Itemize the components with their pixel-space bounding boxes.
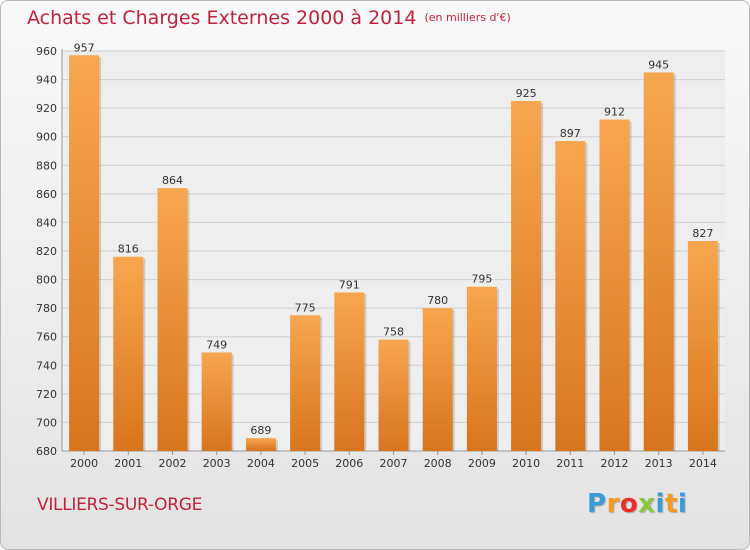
x-tick-label: 2009 <box>468 457 496 470</box>
bar <box>69 55 100 452</box>
x-tick-label: 2010 <box>512 457 540 470</box>
y-tick-label: 960 <box>36 45 57 58</box>
x-tick-label: 2001 <box>114 457 142 470</box>
y-tick-label: 720 <box>36 388 57 401</box>
x-tick-label: 2004 <box>247 457 275 470</box>
y-tick-label: 820 <box>36 245 57 258</box>
value-label: 791 <box>339 278 360 291</box>
x-tick-label: 2000 <box>70 457 98 470</box>
bar <box>466 286 497 451</box>
y-tick-label: 900 <box>36 131 57 144</box>
y-tick-label: 840 <box>36 216 57 229</box>
value-label: 864 <box>162 174 183 187</box>
value-label: 957 <box>74 41 95 54</box>
bar <box>422 308 453 451</box>
value-label: 925 <box>516 87 537 100</box>
bar <box>599 119 630 452</box>
y-tick-label: 760 <box>36 331 57 344</box>
x-tick-label: 2008 <box>424 457 452 470</box>
city-name: VILLIERS-SUR-ORGE <box>37 495 203 515</box>
y-tick-label: 940 <box>36 74 57 87</box>
proxiti-logo: Proxiti <box>587 489 687 519</box>
x-tick-label: 2006 <box>335 457 363 470</box>
x-tick-label: 2014 <box>689 457 717 470</box>
x-tick-label: 2002 <box>159 457 187 470</box>
logo-letter: x <box>638 489 656 519</box>
value-label: 780 <box>427 294 448 307</box>
x-tick-label: 2007 <box>380 457 408 470</box>
bar <box>511 101 542 451</box>
y-tick-label: 800 <box>36 274 57 287</box>
bar <box>687 241 718 451</box>
bar <box>643 72 674 451</box>
logo-letter: P <box>587 489 607 519</box>
x-tick-label: 2011 <box>556 457 584 470</box>
value-label: 945 <box>648 58 669 71</box>
bar <box>378 339 409 451</box>
value-label: 816 <box>118 243 139 256</box>
bar <box>201 352 232 451</box>
y-tick-label: 680 <box>36 445 57 458</box>
x-tick-label: 2005 <box>291 457 319 470</box>
bar <box>113 256 144 451</box>
x-tick-label: 2013 <box>645 457 673 470</box>
value-label: 795 <box>471 273 492 286</box>
value-label: 758 <box>383 326 404 339</box>
value-label: 912 <box>604 106 625 119</box>
bar <box>245 438 276 451</box>
value-label: 897 <box>560 127 581 140</box>
bar <box>290 315 321 451</box>
logo-letter: i <box>677 489 688 519</box>
y-tick-label: 880 <box>36 159 57 172</box>
x-tick-label: 2012 <box>601 457 629 470</box>
logo-letter: o <box>619 489 639 519</box>
chart-unit: (en milliers d'€) <box>424 11 511 24</box>
logo-letter: i <box>655 489 665 519</box>
logo-letter: r <box>606 489 620 519</box>
y-tick-label: 920 <box>36 102 57 115</box>
y-tick-label: 780 <box>36 302 57 315</box>
value-label: 827 <box>692 227 713 240</box>
chart-title-text: Achats et Charges Externes 2000 à 2014 <box>27 7 417 29</box>
value-label: 749 <box>206 338 227 351</box>
value-label: 689 <box>250 424 271 437</box>
value-label: 775 <box>295 301 316 314</box>
bar <box>555 141 586 451</box>
bar <box>334 292 365 451</box>
y-tick-label: 700 <box>36 416 57 429</box>
logo-letter: t <box>664 489 678 519</box>
x-tick-label: 2003 <box>203 457 231 470</box>
chart-title: Achats et Charges Externes 2000 à 2014 (e… <box>27 7 511 29</box>
bar <box>157 188 188 451</box>
y-tick-label: 740 <box>36 359 57 372</box>
y-tick-label: 860 <box>36 188 57 201</box>
